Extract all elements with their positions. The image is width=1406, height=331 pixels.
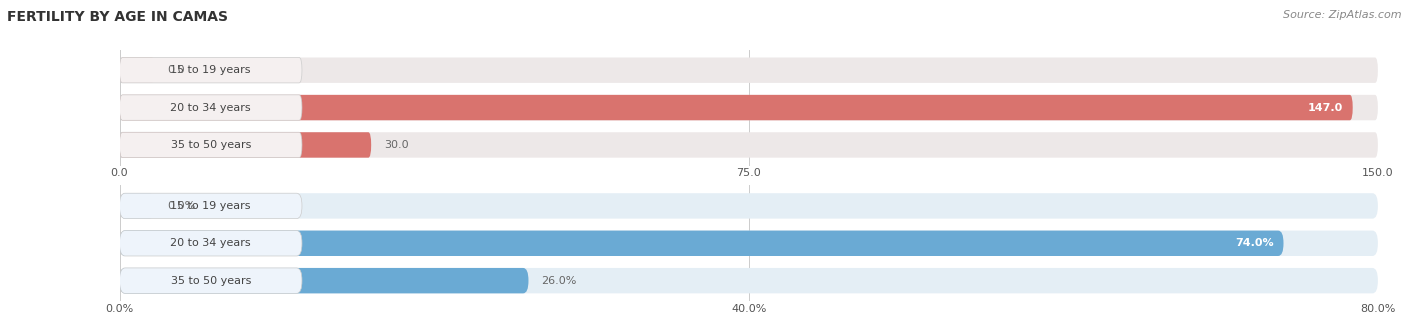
Text: 74.0%: 74.0% — [1234, 238, 1274, 248]
Text: 0.0%: 0.0% — [167, 201, 195, 211]
Text: 30.0: 30.0 — [384, 140, 408, 150]
Text: 15 to 19 years: 15 to 19 years — [170, 201, 252, 211]
FancyBboxPatch shape — [120, 95, 302, 120]
FancyBboxPatch shape — [120, 231, 1284, 256]
FancyBboxPatch shape — [120, 58, 155, 83]
FancyBboxPatch shape — [120, 193, 302, 218]
FancyBboxPatch shape — [120, 268, 1378, 293]
Text: 20 to 34 years: 20 to 34 years — [170, 103, 252, 113]
FancyBboxPatch shape — [120, 231, 302, 256]
FancyBboxPatch shape — [120, 268, 302, 293]
FancyBboxPatch shape — [120, 95, 1353, 120]
Text: FERTILITY BY AGE IN CAMAS: FERTILITY BY AGE IN CAMAS — [7, 10, 228, 24]
FancyBboxPatch shape — [120, 132, 371, 158]
FancyBboxPatch shape — [120, 58, 1378, 83]
Text: Source: ZipAtlas.com: Source: ZipAtlas.com — [1284, 10, 1402, 20]
Text: 20 to 34 years: 20 to 34 years — [170, 238, 252, 248]
FancyBboxPatch shape — [120, 231, 1378, 256]
Text: 147.0: 147.0 — [1308, 103, 1343, 113]
Text: 15 to 19 years: 15 to 19 years — [170, 65, 252, 75]
Text: 26.0%: 26.0% — [541, 276, 576, 286]
FancyBboxPatch shape — [120, 95, 1378, 120]
Text: 0.0: 0.0 — [167, 65, 186, 75]
FancyBboxPatch shape — [120, 132, 302, 158]
FancyBboxPatch shape — [120, 193, 155, 218]
Text: 35 to 50 years: 35 to 50 years — [170, 140, 250, 150]
Text: 35 to 50 years: 35 to 50 years — [170, 276, 250, 286]
FancyBboxPatch shape — [120, 132, 1378, 158]
FancyBboxPatch shape — [120, 193, 1378, 218]
FancyBboxPatch shape — [120, 58, 302, 83]
FancyBboxPatch shape — [120, 268, 529, 293]
